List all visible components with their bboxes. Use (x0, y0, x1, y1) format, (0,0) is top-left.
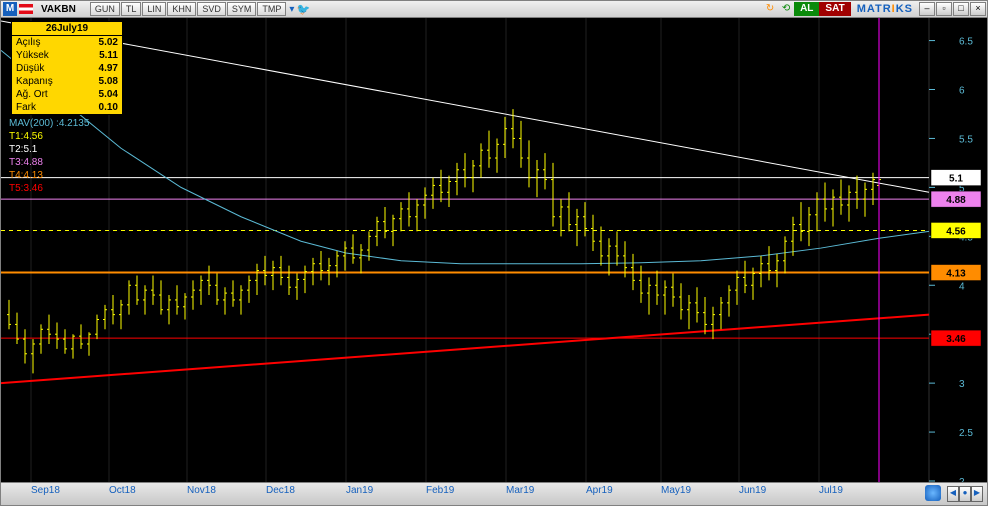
chart-svg: 22.533.544.555.566.55.14.884.564.133.46 (1, 17, 987, 485)
twitter-icon[interactable]: 🐦 (296, 3, 310, 16)
titlebar: M VAKBN GUNTLLINKHNSVDSYMTMP ▾ 🐦 ↻ ⟲ AL … (1, 1, 987, 18)
nav-buttons: ◀ ● ▶ (947, 486, 983, 500)
infobox-date: 26July19 (12, 22, 122, 36)
svg-text:4.13: 4.13 (946, 269, 966, 280)
app-window: M VAKBN GUNTLLINKHNSVDSYMTMP ▾ 🐦 ↻ ⟲ AL … (0, 0, 988, 506)
svg-text:2.5: 2.5 (959, 428, 973, 439)
ticker-symbol: VAKBN (37, 4, 80, 15)
toolbar-tab-lin[interactable]: LIN (142, 2, 166, 16)
ohlc-infobox: 26July19 Açılış5.02Yüksek5.11Düşük4.97Ka… (11, 21, 123, 115)
app-icon: M (3, 2, 17, 16)
brand-label: MATRIKS (851, 3, 919, 15)
nav-center-button[interactable]: ● (959, 486, 971, 502)
toolbar-tab-khn[interactable]: KHN (167, 2, 196, 16)
infobox-row: Fark0.10 (12, 101, 122, 114)
svg-text:3: 3 (959, 379, 965, 390)
infobox-row: Düşük4.97 (12, 62, 122, 75)
indicator-legend: MAV(200) :4.2135T1:4.56T2:5.1T3:4.88T4:4… (9, 117, 89, 195)
x-axis: Sep18 Oct18 Nov18 Dec18 Jan19 Feb19 Mar19 Apr19… (1, 482, 987, 505)
infobox-row: Yüksek5.11 (12, 49, 122, 62)
infobox-row: Açılış5.02 (12, 36, 122, 49)
restore-button[interactable]: ▫ (936, 2, 952, 16)
toolbar-tab-svd[interactable]: SVD (197, 2, 226, 16)
x-axis-label: Apr19 (586, 485, 613, 496)
close-button[interactable]: × (970, 2, 986, 16)
sell-button[interactable]: SAT (819, 2, 850, 16)
x-axis-label: Dec18 (266, 485, 295, 496)
legend-line: T5:3.46 (9, 182, 89, 195)
svg-text:6.5: 6.5 (959, 37, 973, 48)
x-axis-label: Jul19 (819, 485, 843, 496)
toolbar-tab-gun[interactable]: GUN (90, 2, 120, 16)
x-axis-label: Sep18 (31, 485, 60, 496)
toolbar-tabs: GUNTLLINKHNSVDSYMTMP (90, 2, 288, 16)
toolbar-tab-tmp[interactable]: TMP (257, 2, 286, 16)
buy-button[interactable]: AL (794, 2, 819, 16)
legend-line: T4:4.13 (9, 169, 89, 182)
minimize-button[interactable]: ‒ (919, 2, 935, 16)
svg-text:5.5: 5.5 (959, 134, 973, 145)
x-axis-label: May19 (661, 485, 691, 496)
refresh-icon[interactable]: ↻ (763, 2, 777, 16)
x-axis-label: Jan19 (346, 485, 373, 496)
maximize-button[interactable]: □ (953, 2, 969, 16)
sync-icon[interactable]: ⟲ (779, 2, 793, 16)
legend-line: T3:4.88 (9, 156, 89, 169)
flag-icon (19, 4, 33, 14)
nav-left-button[interactable]: ◀ (947, 486, 959, 502)
x-axis-label: Nov18 (187, 485, 216, 496)
footer-logo-icon (925, 485, 941, 501)
svg-text:6: 6 (959, 86, 965, 97)
svg-text:4: 4 (959, 281, 965, 292)
chart-area[interactable]: 22.533.544.555.566.55.14.884.564.133.46 (1, 17, 987, 483)
svg-text:4.88: 4.88 (946, 195, 966, 206)
svg-text:3.46: 3.46 (946, 334, 966, 345)
svg-text:5.1: 5.1 (949, 174, 963, 185)
x-axis-label: Oct18 (109, 485, 136, 496)
toolbar-tab-tl[interactable]: TL (121, 2, 142, 16)
svg-text:4.56: 4.56 (946, 226, 966, 237)
x-axis-label: Mar19 (506, 485, 534, 496)
nav-right-button[interactable]: ▶ (971, 486, 983, 502)
x-axis-label: Feb19 (426, 485, 454, 496)
x-axis-label: Jun19 (739, 485, 766, 496)
legend-line: T2:5.1 (9, 143, 89, 156)
infobox-row: Ağ. Ort5.04 (12, 88, 122, 101)
infobox-row: Kapanış5.08 (12, 75, 122, 88)
legend-line: MAV(200) :4.2135 (9, 117, 89, 130)
toolbar-tab-sym[interactable]: SYM (227, 2, 257, 16)
legend-line: T1:4.56 (9, 130, 89, 143)
